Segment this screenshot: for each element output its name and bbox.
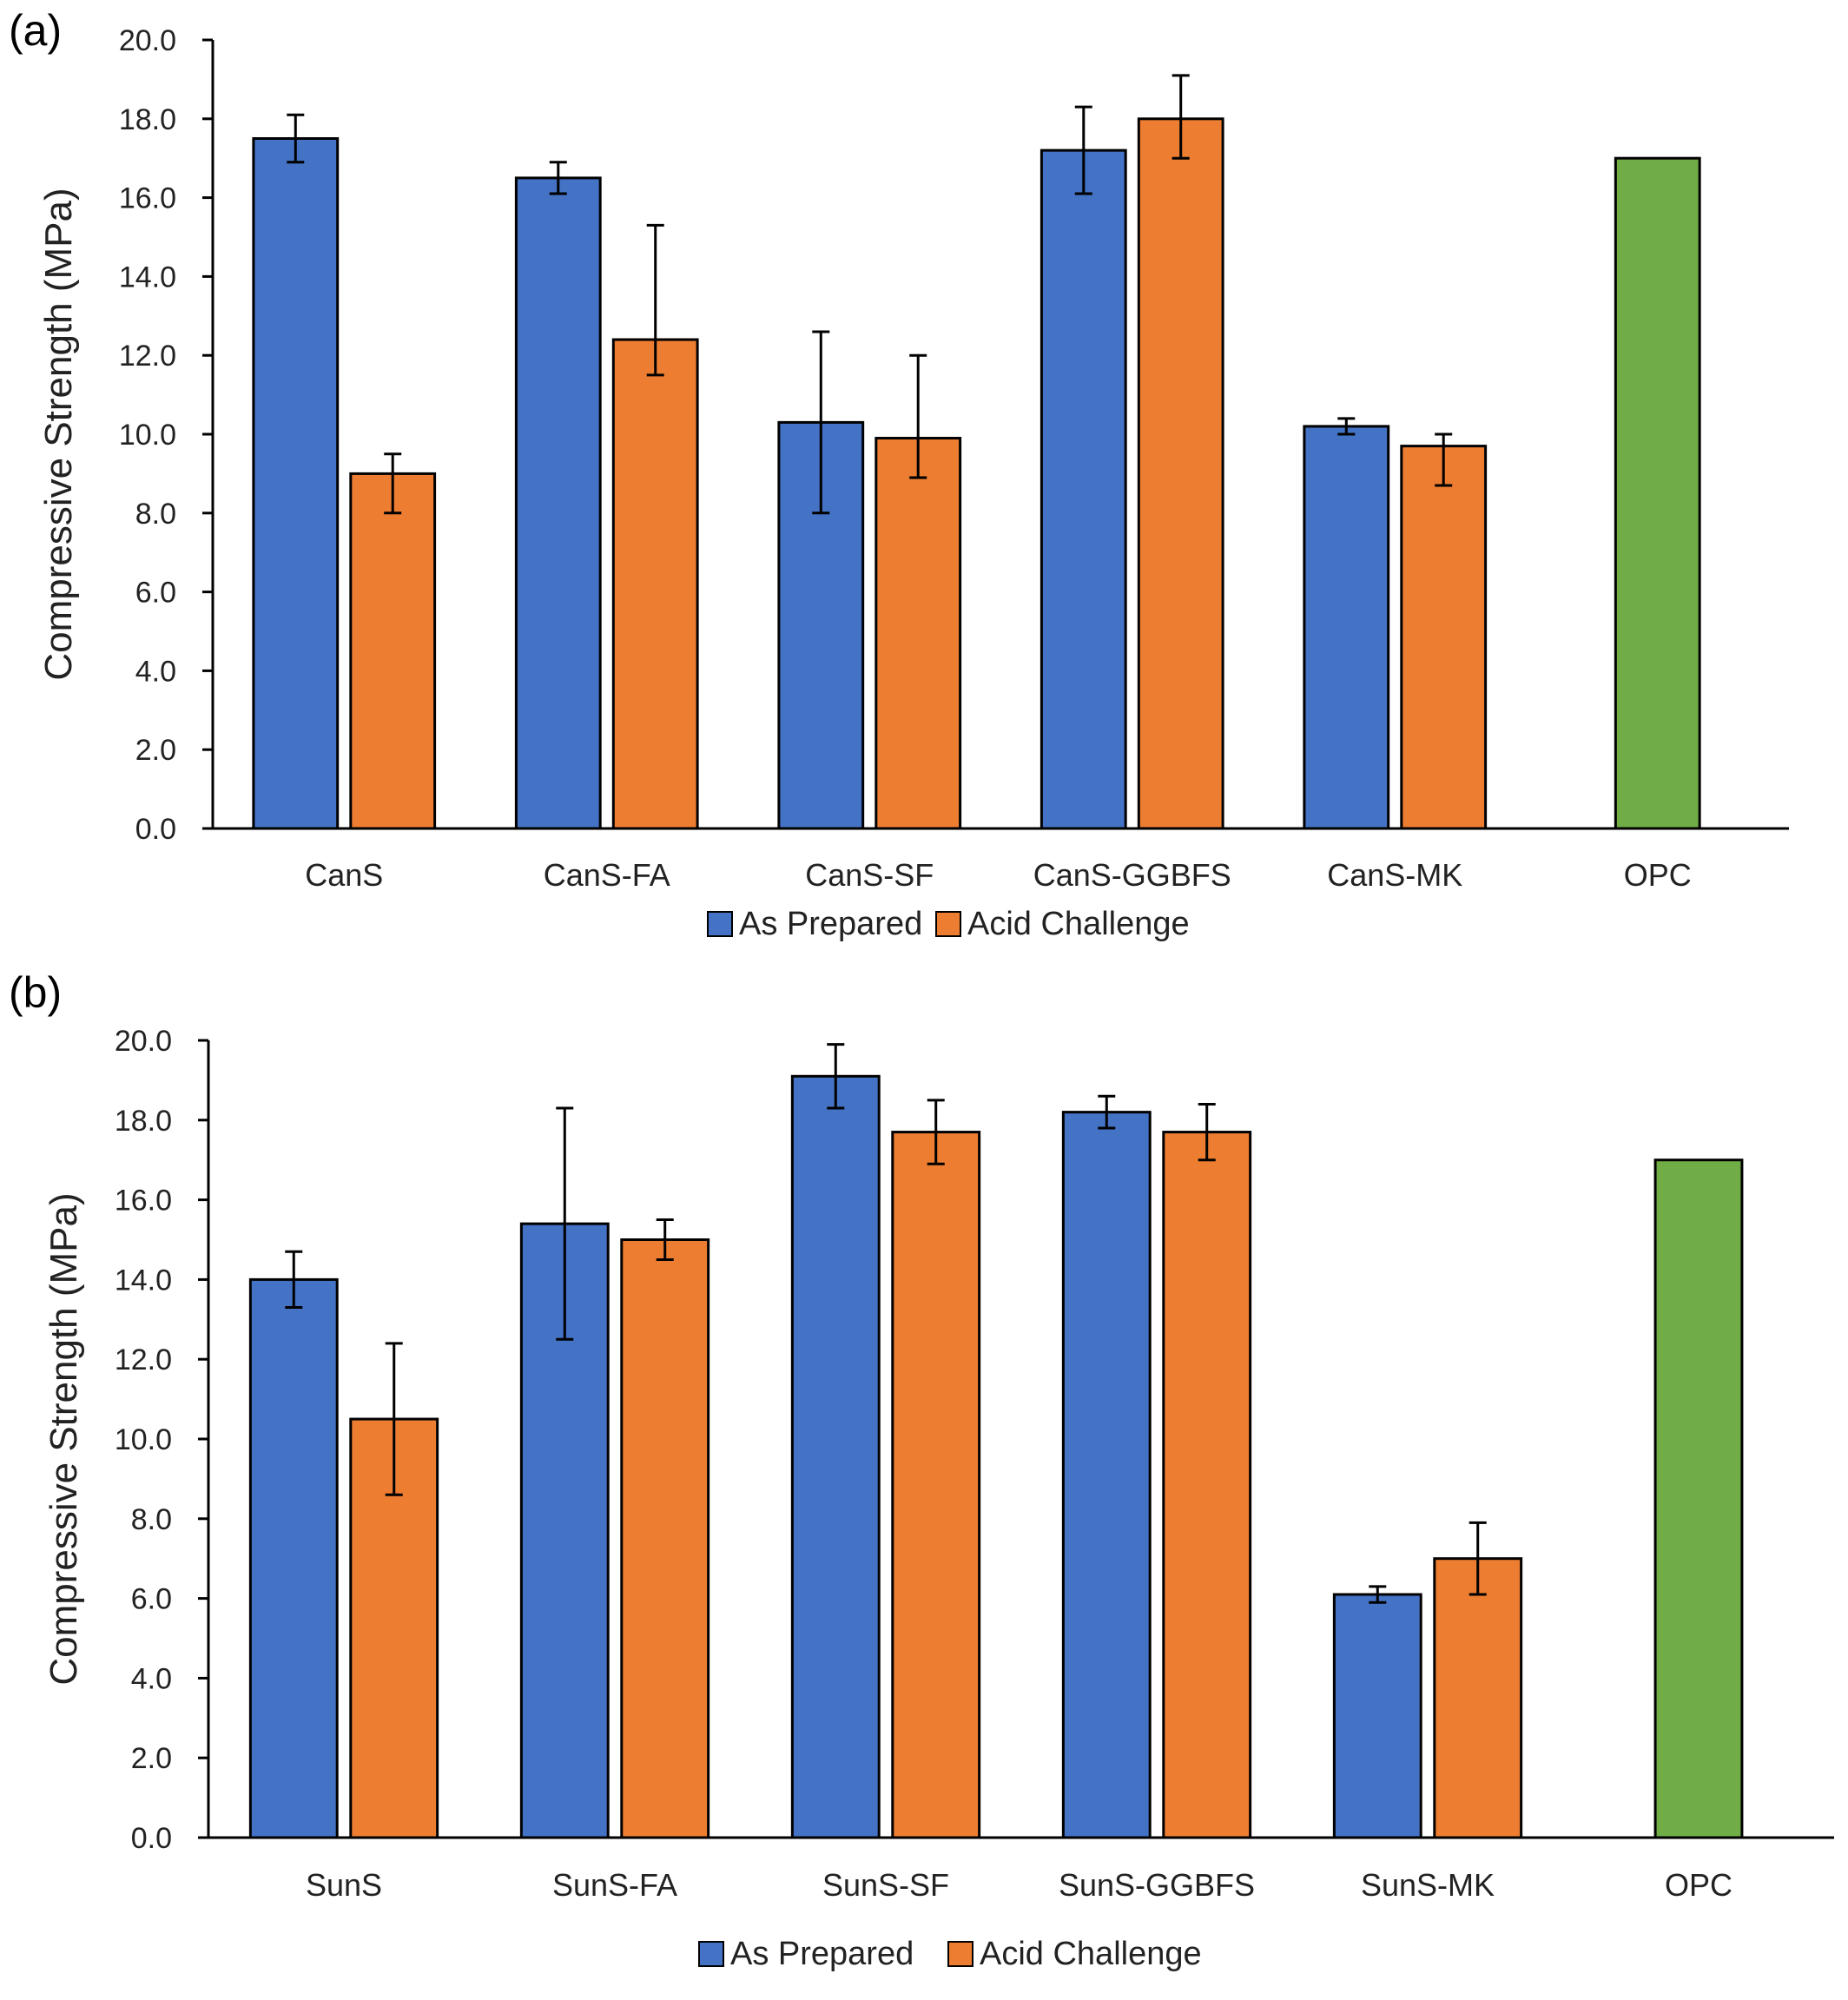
y-tick-label: 16.0 — [119, 182, 176, 215]
bar-acid-challenge — [891, 1131, 981, 1839]
bar-as-prepared — [1061, 1111, 1152, 1839]
y-tick-label: 14.0 — [119, 261, 176, 294]
y-tick-label: 20.0 — [115, 1025, 172, 1058]
legend-label-acid-challenge: Acid Challenge — [980, 1936, 1202, 1972]
y-tick-label: 8.0 — [131, 1503, 172, 1536]
bar-as-prepared — [1332, 1593, 1422, 1839]
y-tick-label: 10.0 — [119, 419, 176, 452]
legend-label-as-prepared: As Prepared — [739, 906, 922, 942]
error-bar — [909, 353, 927, 479]
category-label: SunS-GGBFS — [1059, 1867, 1255, 1903]
y-tick-label: 18.0 — [115, 1105, 172, 1138]
error-bar — [1074, 105, 1092, 195]
y-tick-label: 6.0 — [131, 1583, 172, 1616]
y-tick-label: 18.0 — [119, 103, 176, 136]
y-tick-label: 12.0 — [119, 340, 176, 373]
y-axis-title: Compressive Strength (MPa) — [37, 188, 80, 680]
error-bar — [556, 1106, 574, 1341]
bar-as-prepared — [252, 137, 340, 830]
y-tick-label: 20.0 — [119, 24, 176, 57]
bar-acid-challenge — [620, 1238, 710, 1839]
panel-b: (b) 0.0 2.0 4.0 6.0 8.0 10.0 12.0 14.0 16.0 18.0 20… — [9, 968, 1834, 1972]
category-label: CanS-GGBFS — [1033, 857, 1231, 893]
y-tick-label: 4.0 — [131, 1662, 172, 1695]
bar-as-prepared — [514, 176, 602, 830]
error-bar — [384, 452, 402, 515]
bar-acid-challenge — [1400, 445, 1488, 830]
error-bar — [287, 113, 305, 164]
y-tick-label: 10.0 — [115, 1423, 172, 1456]
panel-label: (b) — [9, 968, 62, 1017]
y-tick-label: 6.0 — [135, 577, 176, 610]
bar-acid-challenge — [1433, 1557, 1523, 1839]
error-bar — [385, 1342, 403, 1496]
bar-acid-challenge — [1162, 1131, 1252, 1839]
bar-as-prepared — [1303, 425, 1390, 830]
bar-acid-challenge — [874, 437, 962, 830]
error-bar — [1435, 432, 1453, 487]
legend-swatch-as-prepared — [698, 1941, 724, 1967]
category-label: SunS-FA — [552, 1867, 677, 1903]
error-bar — [1098, 1094, 1116, 1130]
bar-as-prepared — [790, 1074, 881, 1839]
y-axis-title: Compressive Strength (MPa) — [43, 1192, 85, 1685]
error-bar — [1198, 1102, 1216, 1162]
category-label: CanS — [305, 857, 383, 893]
category-label: OPC — [1665, 1867, 1732, 1903]
y-tick-label: 0.0 — [131, 1822, 172, 1855]
panel-a: (a) 0.0 2.0 4.0 6.0 8.0 10.0 12.0 14.0 16.0 18.0 20… — [9, 6, 1789, 942]
legend-label-as-prepared: As Prepared — [730, 1936, 914, 1972]
error-bar — [656, 1218, 674, 1261]
y-tick-label: 4.0 — [135, 655, 176, 688]
bar-acid-challenge — [611, 338, 699, 830]
y-tick-label: 2.0 — [131, 1742, 172, 1775]
panel-label: (a) — [9, 6, 62, 55]
error-bar — [827, 1043, 845, 1110]
category-label: SunS — [306, 1867, 382, 1903]
error-bar — [927, 1099, 945, 1165]
legend-label-acid-challenge: Acid Challenge — [967, 906, 1190, 942]
y-tick-label: 14.0 — [115, 1264, 172, 1297]
error-bar — [1468, 1521, 1487, 1596]
category-label: CanS-MK — [1327, 857, 1462, 893]
bar-opc — [1653, 1158, 1744, 1839]
legend-swatch-as-prepared — [707, 911, 733, 937]
bar-acid-challenge — [349, 472, 437, 830]
bar-as-prepared — [1040, 149, 1127, 830]
error-bar — [549, 161, 567, 195]
error-bar — [1172, 74, 1190, 160]
y-tick-label: 8.0 — [135, 498, 176, 531]
category-label: SunS-SF — [822, 1867, 949, 1903]
category-label: SunS-MK — [1361, 1867, 1495, 1903]
error-bar — [646, 223, 664, 377]
category-label: OPC — [1624, 857, 1692, 893]
y-tick-label: 12.0 — [115, 1343, 172, 1376]
category-label: CanS-SF — [805, 857, 934, 893]
error-bar — [285, 1250, 303, 1310]
category-label: CanS-FA — [544, 857, 670, 893]
y-tick-label: 0.0 — [135, 813, 176, 846]
bar-acid-challenge — [1137, 117, 1224, 830]
error-bar — [1337, 417, 1356, 436]
y-tick-label: 2.0 — [135, 734, 176, 767]
error-bar — [1369, 1585, 1387, 1604]
legend-swatch-acid-challenge — [935, 911, 961, 937]
y-tick-label: 16.0 — [115, 1185, 172, 1218]
bar-opc — [1614, 156, 1701, 830]
bar-as-prepared — [248, 1277, 339, 1839]
legend-swatch-acid-challenge — [947, 1941, 974, 1967]
error-bar — [812, 330, 830, 515]
